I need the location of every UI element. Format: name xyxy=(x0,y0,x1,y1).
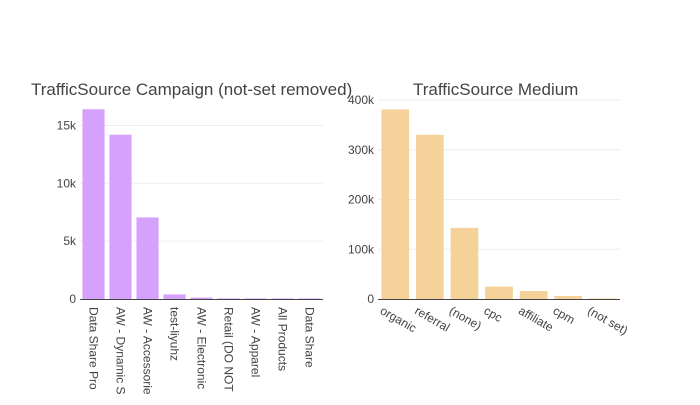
campaign-bar xyxy=(298,298,321,299)
campaign-bar xyxy=(271,298,294,299)
campaign-chart-title: TrafficSource Campaign (not-set removed) xyxy=(31,80,352,99)
medium-bar xyxy=(588,298,617,299)
medium-y-tick-label: 0 xyxy=(367,292,374,306)
campaign-x-tick-label: test-liyuhz xyxy=(168,307,182,361)
campaign-x-tick-label: AW - Apparel xyxy=(249,307,263,377)
medium-chart: TrafficSource Medium 0100k200k300k400kor… xyxy=(348,80,630,338)
campaign-x-tick-label: Data Share Pro xyxy=(87,307,101,390)
medium-bar xyxy=(519,291,548,299)
medium-bar xyxy=(485,286,513,299)
campaign-bar xyxy=(217,298,240,299)
campaign-bar xyxy=(109,134,132,299)
campaign-y-tick-label: 0 xyxy=(69,292,76,306)
campaign-y-tick-label: 10k xyxy=(57,176,77,190)
campaign-chart: TrafficSource Campaign (not-set removed)… xyxy=(31,80,352,395)
medium-bar xyxy=(554,296,582,299)
medium-y-tick-label: 300k xyxy=(348,143,375,157)
campaign-bar xyxy=(244,298,267,299)
medium-bar xyxy=(381,109,410,299)
medium-chart-title: TrafficSource Medium xyxy=(413,80,578,99)
medium-y-tick-label: 200k xyxy=(348,193,375,207)
campaign-bar xyxy=(190,297,213,299)
medium-y-tick-label: 400k xyxy=(348,93,375,107)
medium-bar xyxy=(450,227,479,299)
campaign-x-tick-label: Data Share xyxy=(303,307,317,368)
campaign-x-tick-label: All Products xyxy=(276,307,290,371)
medium-bar xyxy=(416,134,444,299)
medium-y-tick-label: 100k xyxy=(348,242,375,256)
campaign-x-tick-label: AW - Accessorie xyxy=(141,307,155,395)
campaign-y-tick-label: 15k xyxy=(57,118,77,132)
campaign-bar xyxy=(82,109,105,299)
campaign-bar xyxy=(136,217,159,299)
campaign-y-tick-label: 5k xyxy=(63,234,77,248)
campaign-x-tick-label: AW - Electronic xyxy=(195,307,209,389)
campaign-x-tick-label: AW - Dynamic S xyxy=(114,307,128,395)
campaign-bar xyxy=(163,294,186,299)
campaign-x-tick-label: Retail (DO NOT xyxy=(222,307,236,392)
